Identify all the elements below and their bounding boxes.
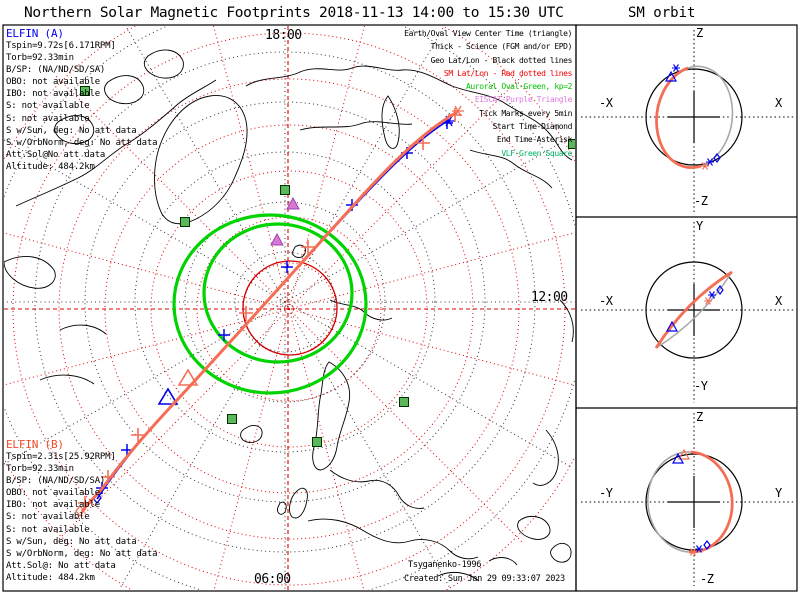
elfin-b-info: ELFIN (B) Tspin=2.31s[25.92RPM] Torb=92.… (6, 438, 158, 584)
legend-item: End Time-Asterisk (496, 135, 572, 145)
axis-label-p2-top: Y (696, 219, 703, 233)
sm-main-meridians (4, 26, 575, 590)
sm-orbit-frame (575, 24, 798, 592)
info-line: Tspin=2.31s[25.92RPM] (6, 452, 116, 462)
axis-label-p3-left: -Y (599, 486, 613, 500)
info-line: IBO: not available (6, 89, 100, 100)
axis-label-p1-right: X (775, 96, 782, 110)
start-diamond-b (75, 504, 85, 518)
axis-label-p2-left: -X (599, 294, 613, 308)
diamond-marker (703, 540, 711, 550)
asterisk-marker (672, 64, 680, 72)
elfin-a-name: ELFIN (A) (6, 27, 64, 40)
legend-item: VLF-Green Square (501, 148, 572, 158)
info-line: Altitude: 484.2km (6, 161, 95, 172)
earth-cross (668, 476, 720, 528)
earth-cross (668, 284, 720, 336)
legend-item: Start Time-Diamond (492, 122, 573, 132)
info-line: Torb=92.33min (6, 53, 74, 64)
model-label: Tsyganenko-1996 (408, 560, 482, 570)
sm-orbit-panel-xz (581, 30, 794, 212)
orbit-nearside (655, 66, 702, 170)
info-line: B/SP: (NA/ND/SD/SA) (6, 476, 106, 487)
axis-label-p3-right: Y (775, 486, 782, 500)
asterisk-marker (701, 162, 709, 170)
sm-orbit-title: SM orbit (628, 5, 696, 21)
legend-item: EISCAT-Purple Triangle (474, 95, 573, 105)
axis-label-p1-top: Z (696, 26, 703, 40)
info-line: S w/Sun, deg: No att data (6, 536, 137, 547)
end-asterisk-b (452, 105, 464, 117)
info-line: S: not available (6, 101, 90, 112)
eiscat-triangles (270, 196, 300, 246)
earth-cross (668, 91, 720, 143)
info-line: Att.Sol@No att data (6, 149, 106, 160)
sm-orbit-panel-yz (581, 413, 794, 586)
axis-label-p2-bottom: -Y (694, 379, 708, 393)
legend-item: Tick Marks every 5min (479, 108, 572, 118)
triangle-marker (677, 448, 691, 460)
info-line: S: not available (6, 113, 90, 124)
asterisk-marker (689, 548, 697, 556)
footprint-elfin-b (75, 105, 464, 518)
info-line: S w/Sun, deg: No att data (6, 125, 137, 136)
diamond-marker (713, 153, 721, 163)
auroral-oval (172, 213, 368, 395)
info-line: Att.Sol@: No att data (6, 560, 116, 571)
vlf-squares (80, 86, 575, 447)
info-line: Altitude: 484.2km (6, 572, 95, 583)
axis-label-p1-left: -X (599, 96, 613, 110)
mlt-label-12: 12:00 (531, 290, 568, 305)
mlt-label-18: 18:00 (265, 28, 302, 43)
track-b (80, 110, 458, 513)
legend-item: Geo Lat/Lon - Black dotted lines (430, 55, 573, 65)
axis-label-p1-bottom: -Z (694, 194, 708, 208)
info-line: OBO: not available (6, 488, 100, 499)
info-line: B/SP: (NA/ND/SD/SA) (6, 65, 106, 76)
legend-item: Auroral Oval-Green, kp=2 (466, 82, 572, 92)
axis-label-p3-bottom: -Z (700, 572, 714, 586)
legend-item: SM Lat/Lon - Red dotted lines (443, 68, 572, 78)
asterisk-marker (704, 297, 712, 305)
sm-orbit-panel-xy (581, 222, 794, 403)
coastlines (4, 49, 574, 582)
axis-label-p2-right: X (775, 294, 782, 308)
earth-circle (645, 68, 743, 166)
info-line: Torb=92.33min (6, 464, 74, 475)
orbit-farside (647, 451, 692, 553)
legend-item: Earth/Oval View Center Time (triangle) (404, 29, 572, 38)
info-line: OBO: not available (6, 77, 100, 88)
info-line: S: not available (6, 512, 90, 523)
page-title: Northern Solar Magnetic Footprints 2018-… (24, 5, 564, 21)
asterisk-marker (708, 291, 716, 299)
earth-circle (645, 261, 743, 359)
orbit-nearside (654, 270, 733, 349)
legend-item: Thick - Science (FGM and/or EPD) (430, 42, 573, 52)
info-line: S w/OrbNorm, deg: No att data (6, 137, 158, 148)
info-line: Tspin=9.72s[6.171RPM] (6, 41, 116, 51)
info-line: S: not available (6, 524, 90, 535)
diamond-marker (716, 285, 724, 295)
axis-label-p3-top: Z (696, 410, 703, 424)
asterisk-marker (706, 158, 714, 166)
mlt-label-06: 06:00 (254, 572, 291, 587)
triangle-marker (664, 70, 678, 82)
center-time-triangle-b (177, 368, 199, 386)
asterisk-marker (695, 545, 703, 553)
created-timestamp: Created: Sun Jan 29 09:33:07 2023 (404, 574, 565, 584)
legend: Earth/Oval View Center Time (triangle) T… (404, 27, 572, 160)
triangle-marker (671, 452, 685, 464)
info-line: S w/OrbNorm, deg: No att data (6, 548, 158, 559)
elfin-a-info: ELFIN (A) Tspin=9.72s[6.171RPM] Torb=92.… (6, 27, 158, 173)
sm-lat-solid-circle (242, 260, 338, 356)
frames (2, 24, 798, 592)
center-time-triangle-a (157, 387, 179, 405)
triangle-marker (665, 320, 679, 332)
elfin-b-name: ELFIN (B) (6, 438, 64, 451)
orbit-farside (655, 271, 733, 349)
info-line: IBO: not available (6, 500, 100, 511)
